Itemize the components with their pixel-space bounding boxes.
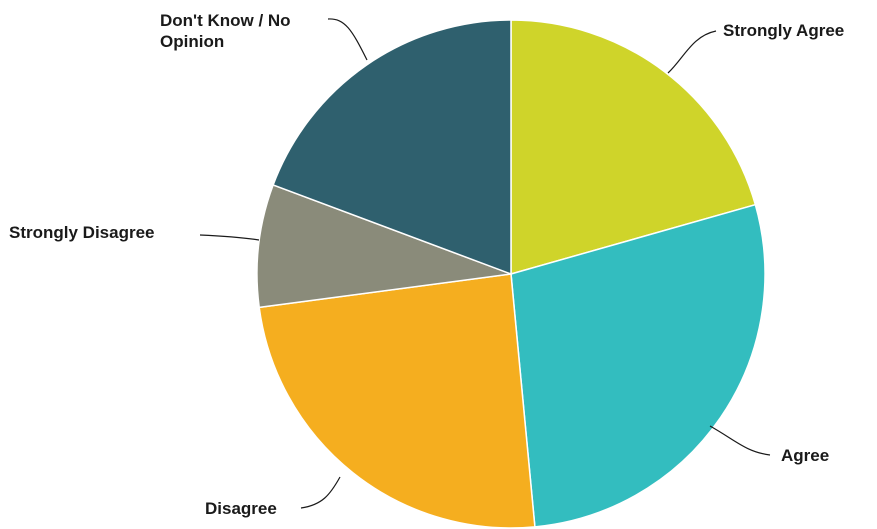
leader-line-dont-know <box>327 18 368 61</box>
leader-lines <box>199 18 771 509</box>
slice-label-strongly-agree: Strongly Agree <box>723 21 844 40</box>
pie-slice-disagree <box>258 273 536 529</box>
pie-slice-strongly-disagree <box>256 183 512 309</box>
leader-line-strongly-agree <box>667 30 717 74</box>
leader-line-strongly-disagree <box>199 234 260 241</box>
slice-label-agree: Agree <box>781 446 829 465</box>
leader-line-agree <box>709 425 771 456</box>
pie-slices <box>256 19 766 529</box>
pie-slice-strongly-agree <box>510 19 757 275</box>
leader-line-disagree <box>300 476 341 509</box>
slice-labels: Strongly Agree Agree Disagree Strongly D… <box>9 11 844 518</box>
slice-label-dont-know: Don't Know / No Opinion <box>160 11 295 51</box>
slice-label-strongly-disagree: Strongly Disagree <box>9 223 155 242</box>
pie-slice-agree <box>510 203 766 528</box>
slice-label-disagree: Disagree <box>205 499 277 518</box>
pie-slice-don-t-know-no-opinion <box>272 19 512 276</box>
